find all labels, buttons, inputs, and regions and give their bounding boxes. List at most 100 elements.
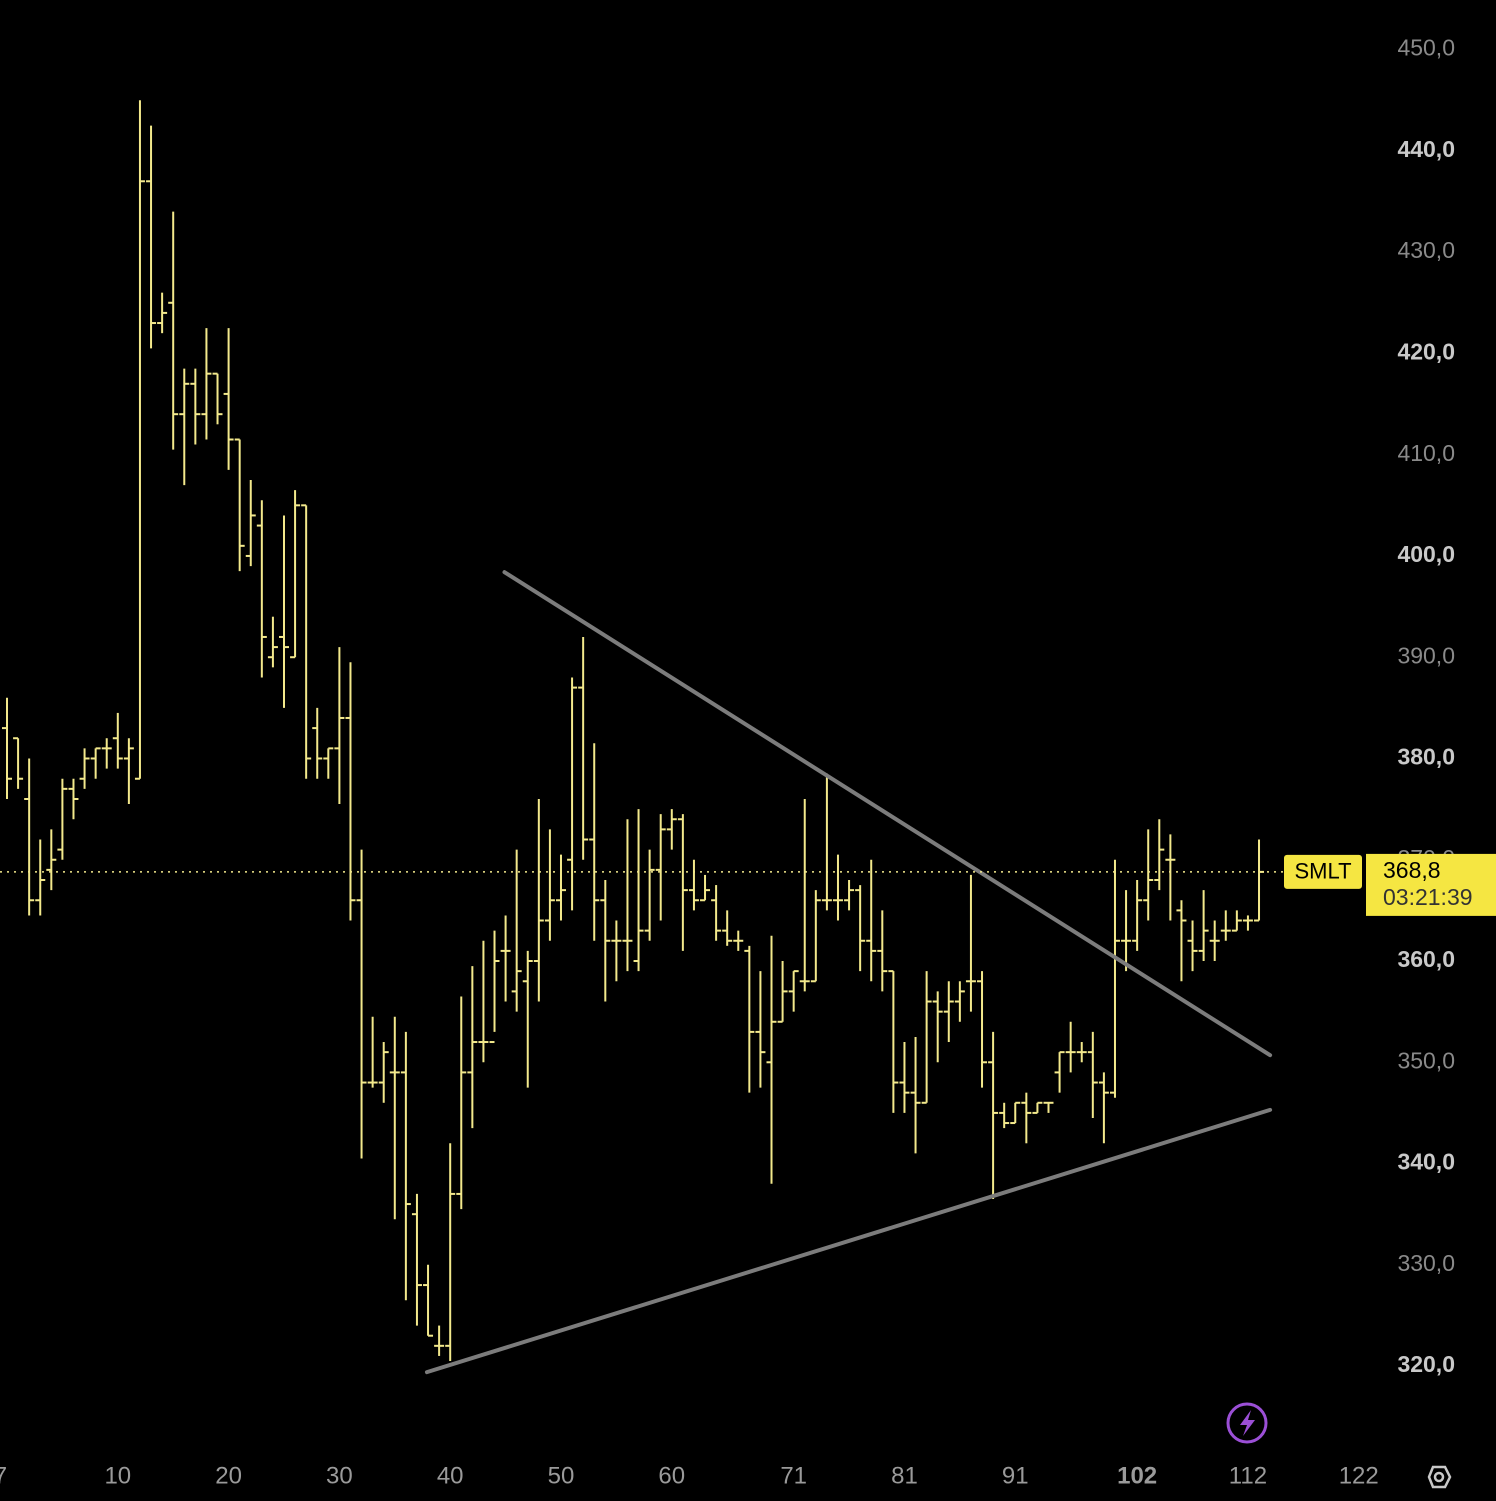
ohlc-bar bbox=[90, 747, 101, 779]
ohlc-bar bbox=[810, 890, 821, 983]
ohlc-bar bbox=[79, 748, 90, 789]
ohlc-bar bbox=[777, 961, 788, 1023]
ohlc-bar bbox=[1054, 1051, 1065, 1093]
ohlc-bar bbox=[112, 712, 123, 769]
ohlc-bar bbox=[411, 1193, 422, 1326]
ohlc-bar bbox=[700, 874, 711, 902]
ohlc-bar bbox=[844, 880, 855, 911]
ohlc-bar bbox=[755, 971, 766, 1088]
ohlc-bar bbox=[622, 819, 633, 972]
ohlc-bar bbox=[290, 490, 301, 659]
settings-button[interactable] bbox=[1427, 1465, 1452, 1489]
ohlc-bar bbox=[1087, 1031, 1098, 1118]
ohlc-bar bbox=[1109, 859, 1120, 1098]
ohlc-bar bbox=[345, 662, 356, 921]
ohlc-bar bbox=[888, 970, 899, 1113]
x-tick-label: 7 bbox=[0, 1462, 7, 1489]
ohlc-bar bbox=[267, 616, 278, 668]
ohlc-bar bbox=[467, 966, 478, 1129]
trend-line bbox=[502, 570, 1273, 1058]
x-tick-label: 40 bbox=[437, 1462, 464, 1489]
ohlc-bar bbox=[655, 814, 666, 921]
ohlc-bar bbox=[522, 950, 533, 1088]
ohlc-bar bbox=[1098, 1072, 1109, 1144]
ohlc-bar bbox=[866, 859, 877, 982]
ohlc-bar bbox=[644, 849, 655, 941]
ohlc-bar bbox=[600, 880, 611, 1002]
ohlc-bar bbox=[389, 1016, 400, 1220]
x-tick-label: 20 bbox=[215, 1462, 242, 1489]
ohlc-bar bbox=[278, 515, 289, 708]
ohlc-bar bbox=[489, 930, 500, 1044]
ohlc-bar bbox=[1231, 910, 1242, 932]
ohlc-bar bbox=[578, 636, 589, 860]
symbol-label: SMLT bbox=[1294, 859, 1351, 884]
ohlc-bar bbox=[434, 1325, 445, 1356]
ohlc-bar bbox=[478, 940, 489, 1063]
ohlc-bar bbox=[2, 697, 13, 799]
y-tick-label: 430,0 bbox=[1397, 237, 1455, 263]
ohlc-bar bbox=[245, 480, 256, 567]
ohlc-bar bbox=[688, 859, 699, 911]
ohlc-bar bbox=[400, 1031, 411, 1301]
ohlc-bar bbox=[910, 1036, 921, 1154]
ohlc-bar bbox=[1176, 900, 1187, 982]
ohlc-bar bbox=[589, 743, 600, 941]
ohlc-bar bbox=[533, 798, 544, 1002]
ohlc-bar bbox=[567, 677, 578, 911]
ohlc-bar bbox=[301, 504, 312, 779]
symbol-box bbox=[1284, 854, 1362, 889]
ohlc-bar bbox=[1121, 890, 1132, 972]
lightning-button[interactable] bbox=[1226, 1402, 1268, 1444]
ohlc-bar bbox=[456, 996, 467, 1210]
price-label: 368,8 bbox=[1383, 857, 1441, 883]
y-tick-label: 450,0 bbox=[1397, 35, 1455, 61]
ohlc-bar bbox=[711, 885, 722, 941]
ohlc-bar bbox=[201, 328, 212, 440]
ohlc-bar bbox=[1032, 1101, 1043, 1114]
ohlc-bar bbox=[13, 737, 24, 789]
ohlc-bar bbox=[1043, 1101, 1054, 1113]
settings-dot bbox=[1433, 1471, 1445, 1483]
ohlc-bar bbox=[666, 809, 677, 850]
ohlc-bar bbox=[57, 778, 68, 860]
ohlc-bar bbox=[1187, 920, 1198, 972]
y-tick-label: 340,0 bbox=[1397, 1149, 1455, 1175]
ohlc-bar bbox=[1220, 910, 1231, 941]
ohlc-bar bbox=[1165, 834, 1176, 921]
y-tick-label: 390,0 bbox=[1397, 642, 1455, 668]
ohlc-bar bbox=[500, 915, 511, 1002]
ohlc-bar bbox=[832, 854, 843, 921]
trend-line bbox=[424, 1107, 1273, 1375]
ohlc-bar bbox=[378, 1042, 389, 1103]
x-tick-label: 30 bbox=[326, 1462, 353, 1489]
ohlc-bar bbox=[1242, 915, 1253, 931]
x-tick-label: 10 bbox=[104, 1462, 131, 1489]
ohlc-bar bbox=[1065, 1021, 1076, 1073]
ohlc-bar bbox=[35, 839, 46, 916]
y-tick-label: 350,0 bbox=[1397, 1047, 1455, 1073]
ohlc-bar bbox=[766, 935, 777, 1184]
y-tick-label: 410,0 bbox=[1397, 440, 1455, 466]
ohlc-bar bbox=[46, 829, 57, 891]
ohlc-bar bbox=[821, 773, 832, 911]
ohlc-bar bbox=[179, 368, 190, 486]
lightning-ring bbox=[1226, 1402, 1268, 1444]
y-tick-label: 330,0 bbox=[1397, 1250, 1455, 1276]
ohlc-bar bbox=[988, 1031, 999, 1199]
ohlc-bar bbox=[633, 809, 644, 972]
y-tick-label: 380,0 bbox=[1397, 744, 1455, 770]
ohlc-bar bbox=[256, 500, 267, 678]
ohlc-bar bbox=[965, 874, 976, 1012]
ohlc-bar bbox=[168, 211, 179, 450]
x-tick-label: 122 bbox=[1339, 1462, 1379, 1489]
ohlc-bar bbox=[1209, 920, 1220, 962]
ohlc-bar bbox=[555, 854, 566, 921]
ohlc-bar bbox=[799, 798, 810, 992]
ohlc-bar bbox=[223, 328, 234, 470]
ohlc-bar bbox=[24, 758, 35, 916]
ohlc-bar bbox=[356, 849, 367, 1159]
ohlc-bar bbox=[1154, 819, 1165, 891]
ohlc-bar bbox=[977, 971, 988, 1088]
